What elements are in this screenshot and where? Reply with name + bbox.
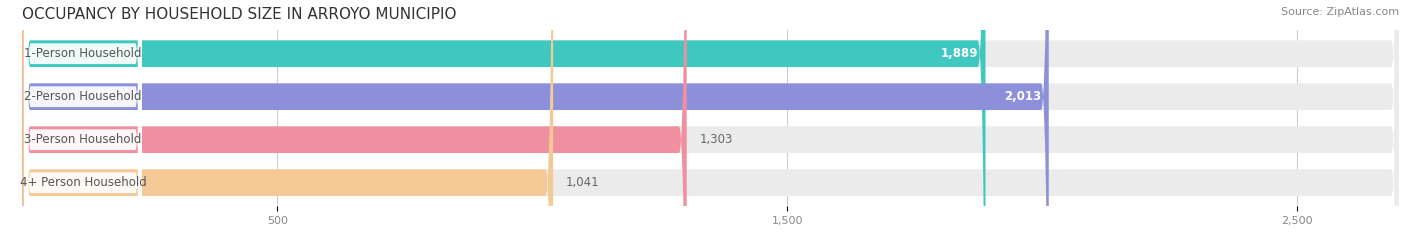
FancyBboxPatch shape [22,0,686,233]
FancyBboxPatch shape [24,0,142,233]
Text: 2-Person Household: 2-Person Household [24,90,142,103]
Text: 3-Person Household: 3-Person Household [24,133,142,146]
Text: 1,889: 1,889 [941,47,977,60]
FancyBboxPatch shape [22,0,1049,233]
FancyBboxPatch shape [24,0,142,233]
Text: 1,303: 1,303 [699,133,733,146]
FancyBboxPatch shape [22,0,1399,233]
Text: 1-Person Household: 1-Person Household [24,47,142,60]
FancyBboxPatch shape [24,0,142,233]
FancyBboxPatch shape [22,0,986,233]
Text: Source: ZipAtlas.com: Source: ZipAtlas.com [1281,7,1399,17]
FancyBboxPatch shape [22,0,1399,233]
FancyBboxPatch shape [22,0,553,233]
Text: OCCUPANCY BY HOUSEHOLD SIZE IN ARROYO MUNICIPIO: OCCUPANCY BY HOUSEHOLD SIZE IN ARROYO MU… [22,7,457,22]
Text: 2,013: 2,013 [1004,90,1040,103]
Text: 4+ Person Household: 4+ Person Household [20,176,146,189]
Text: 1,041: 1,041 [565,176,599,189]
FancyBboxPatch shape [22,0,1399,233]
FancyBboxPatch shape [22,0,1399,233]
FancyBboxPatch shape [24,0,142,233]
